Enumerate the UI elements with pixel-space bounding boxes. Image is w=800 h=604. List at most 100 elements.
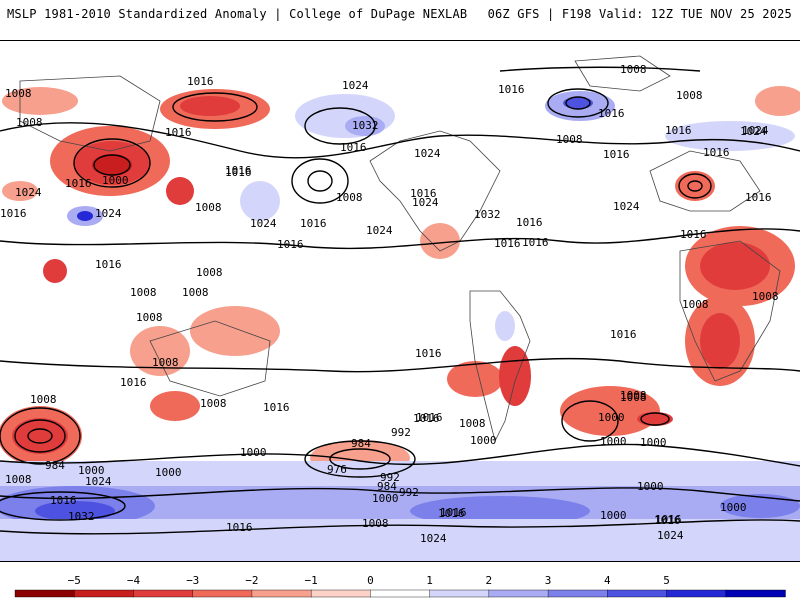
anomaly-shading (0, 86, 800, 561)
isobar-label: 1016 (745, 191, 772, 204)
isobar-label: 1024 (342, 79, 369, 92)
isobar-label: 1024 (613, 200, 640, 213)
isobar-label: 1016 (438, 507, 465, 520)
isobar-label: 1008 (196, 266, 223, 279)
isobar-label: 1008 (752, 290, 779, 303)
colorbar-ticks: −5 −4 −3 −2 −1 0 1 2 3 4 5 (68, 574, 670, 587)
colorbar-segment (310, 589, 372, 598)
isobar-label: 1016 (516, 216, 543, 229)
isobar-label: 1024 (15, 186, 42, 199)
isobar-label: 1016 (263, 401, 290, 414)
colorbar-segment (192, 589, 253, 598)
isobar-label: 1016 (410, 187, 437, 200)
isobar-label: 992 (391, 426, 411, 439)
isobar-label: 1000 (155, 466, 182, 479)
isobar-label: 1016 (654, 514, 681, 527)
isobar-label: 1016 (415, 347, 442, 360)
isobar-label: 1016 (440, 506, 467, 519)
colorbar-segment (74, 589, 135, 598)
isobar-label: 992 (380, 471, 400, 484)
isobar-label: 1024 (740, 125, 767, 138)
isobar-label: 1016 (95, 258, 122, 271)
isobar-label: 1000 (640, 436, 667, 449)
isobar-label: 1016 (277, 238, 304, 251)
isobar-label: 1000 (470, 434, 497, 447)
isobar-label: 1008 (152, 356, 179, 369)
coastlines (19, 55, 781, 443)
isobar-label: 1024 (742, 124, 769, 137)
isobar-label: 1016 (225, 166, 252, 179)
isobar-label: 1000 (598, 411, 625, 424)
isobar-label: 1016 (522, 236, 549, 249)
colorbar-segment (607, 589, 668, 598)
colorbar-segment (370, 589, 431, 598)
isobar-label: 1024 (85, 475, 112, 488)
isobar-label: 1016 (0, 207, 27, 220)
colorbar-tick-label: 2 (486, 574, 493, 587)
isobar-label: 1016 (598, 107, 625, 120)
isobar-label: 1016 (300, 217, 327, 230)
isobar-label: 1016 (413, 412, 440, 425)
isobar-label: 1008 (620, 391, 647, 404)
isobar-label: 1008 (5, 87, 32, 100)
isobar-label: 984 (351, 437, 371, 450)
isobar-label: 1024 (657, 529, 684, 542)
isobar-label: 1008 (182, 286, 209, 299)
colorbar-segment (488, 589, 549, 598)
isobar-label: 1000 (240, 446, 267, 459)
colorbar-segment (133, 589, 194, 598)
isobar-label: 1032 (352, 119, 379, 132)
isobar-label: 1008 (362, 517, 389, 530)
isobar-label: 1008 (195, 201, 222, 214)
isobar-label: 1008 (30, 393, 57, 406)
colorbar-svg: −5 −4 −3 −2 −1 0 1 2 3 4 5 (14, 574, 786, 598)
isobar-label: 1024 (95, 207, 122, 220)
isobar-label: 1000 (600, 509, 627, 522)
isobar-label: 1000 (600, 435, 627, 448)
colorbar-segment (725, 589, 786, 598)
isobar-label: 1016 (187, 75, 214, 88)
isobar-label: 1000 (372, 492, 399, 505)
colorbar-tick-label: 4 (604, 574, 611, 587)
isobar-label: 1016 (703, 146, 730, 159)
isobar-label: 1008 (336, 191, 363, 204)
isobar-labels: 1008 1016 1024 1032 1016 1008 1016 1024 … (0, 63, 779, 545)
isobar-label: 1016 (610, 328, 637, 341)
isobar-label: 1008 (16, 116, 43, 129)
isobar-label: 1016 (665, 124, 692, 137)
mslp-map: 1008 1016 1024 1032 1016 1008 1016 1024 … (0, 55, 800, 561)
isobar-label: 1016 (680, 228, 707, 241)
isobar-label: 1024 (412, 196, 439, 209)
isobar-label: 1032 (68, 510, 95, 523)
isobar-label: 984 (377, 480, 397, 493)
isobar-label: 1016 (226, 521, 253, 534)
isobar-label: 1008 (5, 473, 32, 486)
isobar-label: 1000 (102, 174, 129, 187)
isobar-label: 1024 (420, 532, 447, 545)
colorbar-tick-label: −2 (245, 574, 258, 587)
isobar-label: 1000 (78, 464, 105, 477)
isobar-label: 1024 (366, 224, 393, 237)
isobar-label: 1008 (620, 63, 647, 76)
colorbar-tick-label: 5 (663, 574, 670, 587)
isobar-label: 1008 (130, 286, 157, 299)
isobar-label: 976 (327, 463, 347, 476)
map-title: MSLP 1981-2010 Standardized Anomaly | Co… (7, 7, 468, 21)
isobar-label: 1016 (655, 513, 682, 526)
colorbar-tick-label: −4 (127, 574, 141, 587)
colorbar-tick-label: −3 (186, 574, 199, 587)
isobar-label: 992 (399, 486, 419, 499)
colorbar-segments (14, 589, 786, 598)
header: MSLP 1981-2010 Standardized Anomaly | Co… (0, 0, 800, 28)
colorbar-segment (251, 589, 312, 598)
colorbar-segment (666, 589, 727, 598)
isobar-label: 1008 (459, 417, 486, 430)
isobar-label: 1016 (165, 126, 192, 139)
isobar-label: 1016 (120, 376, 147, 389)
isobar-label: 1008 (682, 298, 709, 311)
isobar-label: 1008 (136, 311, 163, 324)
isobar-label: 1008 (620, 389, 647, 402)
isobar-label: 1000 (637, 480, 664, 493)
colorbar-tick-label: 1 (426, 574, 433, 587)
isobar-label: 984 (45, 459, 65, 472)
